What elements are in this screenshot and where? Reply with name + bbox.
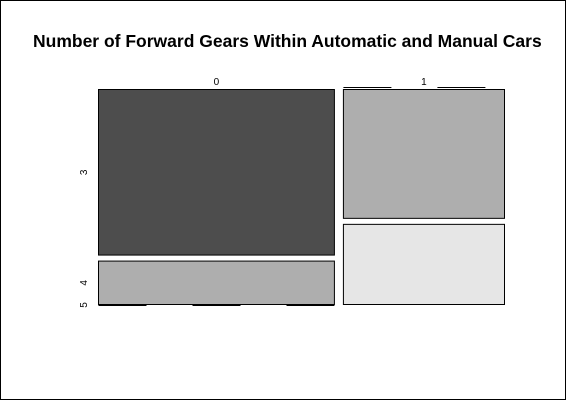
tile-1-5 bbox=[342, 223, 505, 306]
tile-0-3 bbox=[98, 89, 335, 256]
tile-1-4 bbox=[342, 89, 505, 219]
y-level-label-5: 5 bbox=[79, 302, 90, 308]
y-level-label-4: 4 bbox=[79, 280, 90, 286]
chart-title: Number of Forward Gears Within Automatic… bbox=[33, 31, 542, 51]
x-level-label-1: 1 bbox=[421, 77, 427, 88]
y-level-label-3: 3 bbox=[79, 169, 90, 175]
tile-0-4 bbox=[98, 260, 335, 305]
x-level-label-0: 0 bbox=[214, 77, 220, 88]
